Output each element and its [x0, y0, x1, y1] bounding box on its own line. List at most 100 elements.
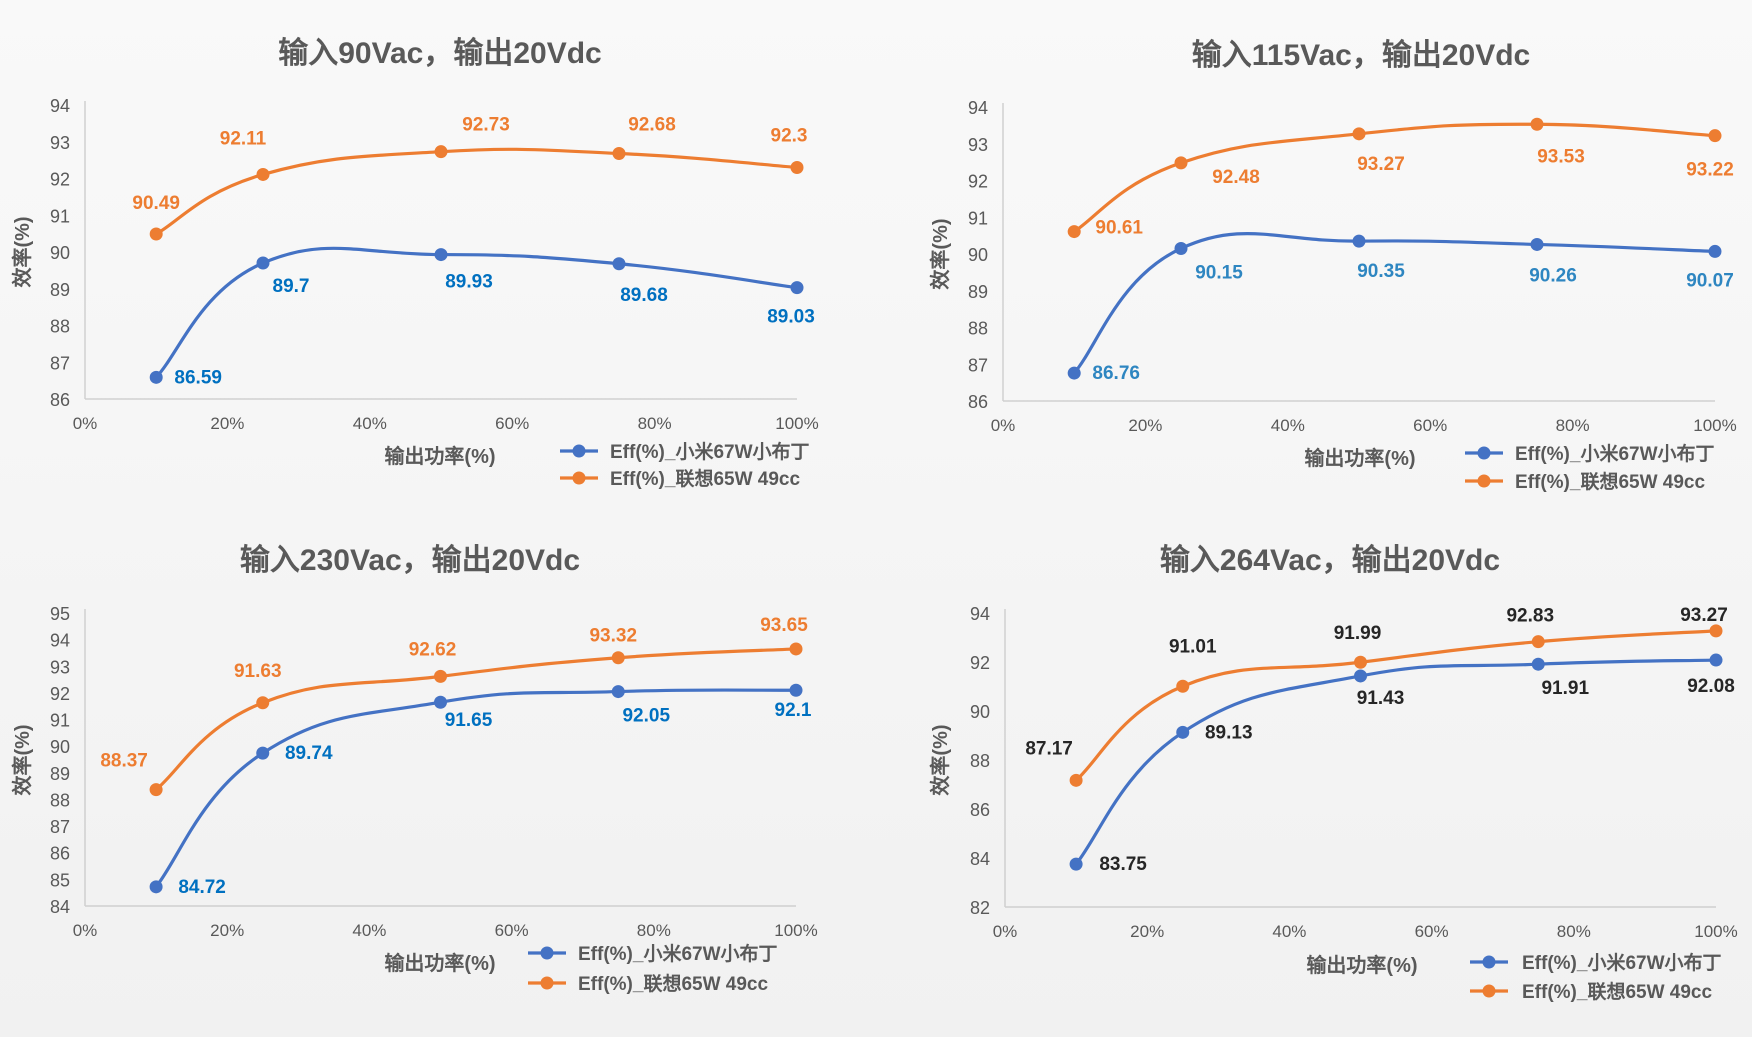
data-label: 89.93: [445, 272, 493, 293]
data-label: 92.1: [775, 700, 812, 721]
data-point: [1531, 657, 1545, 671]
legend-entry: Eff(%)_联想65W 49cc: [1465, 470, 1705, 493]
data-label: 90.35: [1357, 261, 1405, 282]
legend-entry: Eff(%)_小米67W小布丁: [560, 440, 810, 463]
x-tick-label: 40%: [1271, 416, 1305, 435]
y-tick-label: 91: [50, 711, 70, 731]
y-tick-label: 86: [50, 390, 70, 410]
x-tick-label: 60%: [1413, 416, 1447, 435]
data-label: 91.91: [1541, 678, 1589, 699]
y-tick-label: 93: [50, 657, 70, 677]
y-tick-label: 95: [50, 604, 70, 624]
legend-label: Eff(%)_小米67W小布丁: [1515, 442, 1715, 465]
x-tick-label: 80%: [638, 414, 672, 433]
data-point: [1174, 156, 1188, 170]
data-label: 93.27: [1357, 154, 1405, 175]
x-tick-label: 100%: [1693, 416, 1736, 435]
y-tick-label: 90: [50, 737, 70, 757]
legend-marker: [572, 471, 586, 485]
data-label: 93.22: [1686, 160, 1734, 181]
legend-marker: [572, 444, 586, 458]
y-tick-label: 84: [970, 849, 990, 869]
legend-label: Eff(%)_小米67W小布丁: [578, 942, 778, 965]
data-label: 90.49: [132, 193, 180, 214]
y-axis-title: 效率(%): [10, 216, 34, 287]
series-2: 90.49 92.11 92.73 92.68 92.3: [132, 115, 807, 241]
y-tick-label: 84: [50, 897, 70, 917]
chart-1: 输入90Vac，输出20Vdc 86 87 88 89 90 91 92 93 94 0% 20% 40…: [10, 37, 819, 490]
data-point: [1709, 624, 1723, 638]
x-tick-label: 20%: [210, 921, 244, 940]
series-1: 86.76 90.15 90.35 90.26 90.07: [1067, 232, 1734, 384]
y-tick-label: 90: [50, 243, 70, 263]
data-point: [1067, 366, 1081, 380]
y-tick-label: 89: [968, 282, 988, 302]
legend-label: Eff(%)_小米67W小布丁: [1522, 951, 1722, 974]
data-label: 86.76: [1092, 363, 1140, 384]
data-point: [256, 167, 270, 181]
data-label: 91.65: [445, 710, 493, 731]
data-label: 93.53: [1537, 146, 1585, 167]
series-2: 87.17 91.01 91.99 92.83 93.27: [1025, 605, 1728, 787]
data-point: [1352, 234, 1366, 248]
data-label: 84.72: [178, 877, 226, 898]
chart-3: 输入230Vac，输出20Vdc 84 85 86 87 88 89 90 91 92 93 94 95…: [10, 544, 818, 995]
data-label: 92.73: [462, 115, 510, 136]
legend-label: Eff(%)_联想65W 49cc: [1522, 980, 1712, 1003]
data-label: 92.05: [622, 706, 670, 727]
legend-marker: [1482, 984, 1496, 998]
data-label: 89.13: [1205, 722, 1253, 743]
data-point: [612, 257, 626, 271]
data-label: 88.37: [100, 751, 148, 772]
data-label: 91.63: [234, 661, 282, 682]
x-tick-label: 80%: [1557, 922, 1591, 941]
data-point: [611, 651, 625, 665]
y-tick-label: 92: [970, 653, 990, 673]
x-tick-label: 0%: [73, 414, 98, 433]
chart-title: 输入264Vac，输出20Vdc: [1160, 544, 1500, 577]
y-tick-label: 88: [968, 319, 988, 339]
series-1: 86.59 89.7 89.93 89.68 89.03: [149, 246, 815, 388]
y-tick-label: 86: [968, 392, 988, 412]
data-point: [434, 695, 447, 709]
y-tick-label: 91: [50, 206, 70, 226]
chart-4: 输入264Vac，输出20Vdc 82 84 86 88 90 92 94 0% 20% 40% 60…: [928, 544, 1738, 1003]
y-tick-label: 85: [50, 870, 70, 890]
legend-entry: Eff(%)_小米67W小布丁: [1470, 951, 1722, 974]
x-tick-label: 20%: [1128, 416, 1162, 435]
data-point: [1354, 655, 1367, 669]
x-tick-label: 80%: [637, 921, 671, 940]
chart-title: 输入90Vac，输出20Vdc: [278, 37, 601, 70]
y-tick-label: 92: [50, 170, 70, 190]
x-tick-label: 0%: [73, 921, 98, 940]
y-tick-label: 94: [50, 631, 70, 651]
legend-marker: [1482, 955, 1496, 969]
data-label: 92.68: [628, 115, 676, 136]
y-tick-label: 88: [50, 317, 70, 337]
y-tick-label: 93: [50, 133, 70, 153]
data-point: [1530, 237, 1544, 251]
legend-marker: [540, 976, 554, 990]
y-tick-label: 93: [968, 135, 988, 155]
data-point: [790, 160, 804, 174]
legend-marker: [540, 946, 554, 960]
data-label: 93.65: [760, 615, 808, 636]
y-tick-label: 88: [970, 751, 990, 771]
data-point: [149, 370, 163, 384]
y-tick-label: 86: [970, 800, 990, 820]
y-tick-label: 87: [50, 353, 70, 373]
x-tick-label: 100%: [774, 921, 817, 940]
data-point: [256, 256, 270, 270]
data-point: [1531, 635, 1545, 649]
data-label: 83.75: [1099, 854, 1147, 875]
x-axis-title: 输出功率(%): [1306, 953, 1417, 977]
series-1: 83.75 89.13 91.43 91.91 92.08: [1069, 653, 1735, 875]
legend-entry: Eff(%)_联想65W 49cc: [528, 972, 768, 995]
data-point: [256, 746, 270, 760]
data-point: [149, 227, 163, 241]
data-point: [1354, 669, 1367, 683]
series-line: [1072, 232, 1717, 375]
data-point: [149, 880, 163, 894]
data-label: 90.26: [1529, 265, 1577, 286]
